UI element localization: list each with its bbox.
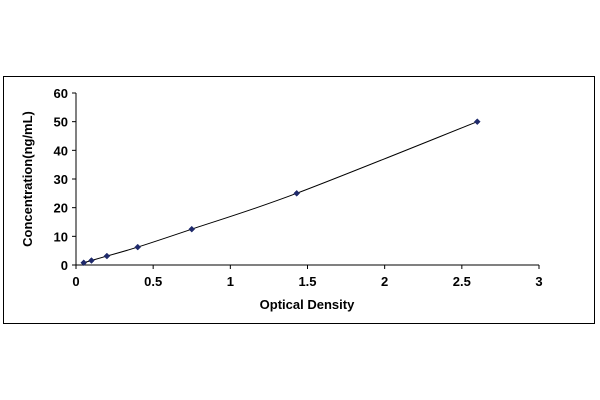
y-tick-label: 10 [54,229,68,244]
y-tick-label: 40 [54,143,68,158]
y-tick-label: 0 [61,258,68,273]
data-point [88,257,95,264]
standard-curve-line [83,121,478,264]
data-point [188,225,196,233]
y-tick-label: 30 [54,172,68,187]
data-point [293,189,301,197]
y-tick-label: 60 [54,86,68,101]
chart-frame [3,76,595,324]
x-tick-label: 3 [535,274,542,289]
data-point [134,243,142,251]
axes [75,93,539,266]
data-point [103,252,111,260]
x-axis-label: Optical Density [260,297,355,312]
x-tick-label: 2.5 [453,274,471,289]
x-tick-label: 1 [227,274,234,289]
curve-layer [83,121,478,264]
x-tick-label: 1.5 [298,274,316,289]
x-tick-label: 2 [381,274,388,289]
x-tick-label: 0.5 [144,274,162,289]
data-point [80,259,88,267]
x-tick-label: 0 [72,274,79,289]
y-tick-label: 20 [54,201,68,216]
y-axis-label: Concentration(ng/mL) [20,111,35,247]
y-tick-label: 50 [54,115,68,130]
data-point [473,118,481,126]
points-layer [80,118,481,267]
